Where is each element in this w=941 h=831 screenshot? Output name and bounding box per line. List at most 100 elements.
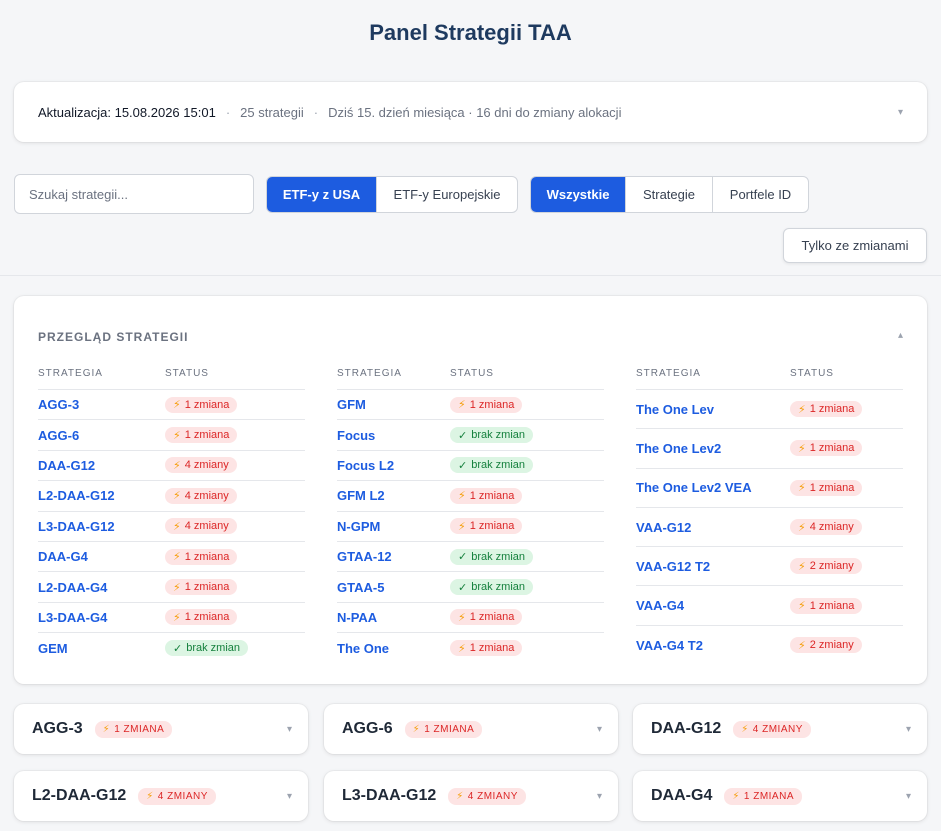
header-strategy: STRATEGIA	[337, 368, 402, 379]
table-row: Focus L2 ✓ brak zmian	[337, 451, 604, 482]
status-text: 1 zmiana	[469, 642, 515, 655]
table-row: The One Lev2 VEA ⚡ 1 zmiana	[636, 469, 903, 508]
lightning-icon: ⚡	[102, 723, 111, 735]
status-text: 1 zmiana	[809, 481, 855, 494]
allocation-day-note: Dziś 15. dzień miesiąca · 16 dni do zmia…	[328, 104, 622, 120]
table-row: L3-DAA-G12 ⚡ 4 zmiany	[38, 512, 305, 542]
status-text: 1 zmiana	[469, 520, 515, 533]
strategy-link[interactable]: L3-DAA-G4	[38, 609, 108, 625]
lightning-icon: ⚡	[458, 642, 466, 655]
status-text: 4 zmiany	[184, 489, 229, 502]
strategy-link[interactable]: DAA-G12	[38, 457, 96, 473]
tab-etf-europe[interactable]: ETF-y Europejskie	[393, 187, 501, 202]
header-strategy: STRATEGIA	[38, 368, 103, 379]
strategy-link[interactable]: GFM L2	[337, 488, 385, 504]
strategy-link[interactable]: Focus	[337, 427, 376, 443]
strategy-link[interactable]: N-PAA	[337, 609, 378, 625]
status-badge: ⚡ 4 zmiany	[165, 457, 237, 474]
strategy-link[interactable]: AGG-6	[38, 427, 80, 443]
tab-strategies[interactable]: Strategie	[626, 177, 713, 212]
lightning-icon: ⚡	[412, 723, 421, 735]
header-status: STATUS	[450, 368, 494, 379]
strategy-link[interactable]: GEM	[38, 640, 68, 656]
status-text: 4 ZMIANY	[157, 790, 208, 802]
strategy-card[interactable]: AGG-3 ⚡ 1 ZMIANA ▾	[14, 704, 308, 754]
update-timestamp: Aktualizacja: 15.08.2026 15:01	[38, 104, 216, 120]
status-text: 1 zmiana	[809, 442, 855, 455]
page-title: Panel Strategii TAA	[369, 20, 572, 45]
status-text: 1 zmiana	[184, 398, 230, 411]
strategy-link[interactable]: Focus L2	[337, 457, 395, 473]
strategy-link[interactable]: VAA-G12 T2	[636, 558, 711, 574]
chevron-down-icon[interactable]: ▾	[286, 723, 292, 735]
tab-all[interactable]: Wszystkie	[531, 177, 626, 212]
status-badge: ⚡ 1 zmiana	[165, 548, 238, 565]
chevron-down-icon[interactable]: ▾	[596, 723, 602, 735]
status-badge: ⚡ 1 zmiana	[450, 487, 523, 504]
strategy-link[interactable]: VAA-G4	[636, 598, 685, 614]
status-badge: ⚡ 1 zmiana	[165, 609, 238, 626]
table-row: AGG-3 ⚡ 1 zmiana	[38, 390, 305, 421]
strategy-card[interactable]: AGG-6 ⚡ 1 ZMIANA ▾	[324, 704, 618, 754]
strategy-link[interactable]: The One	[337, 640, 390, 656]
strategy-link[interactable]: L3-DAA-G12	[38, 518, 115, 534]
strategy-link[interactable]: GFM	[337, 397, 366, 413]
status-text: 1 zmiana	[184, 611, 230, 624]
tab-portfolios-id[interactable]: Portfele ID	[729, 187, 792, 202]
strategy-link[interactable]: The One Lev	[636, 401, 715, 417]
status-badge: ✓ brak zmian	[165, 640, 249, 657]
lightning-icon: ⚡	[798, 403, 806, 416]
strategy-link[interactable]: GTAA-12	[337, 549, 392, 565]
strategy-card[interactable]: DAA-G12 ⚡ 4 ZMIANY ▾	[633, 704, 927, 754]
status-badge: ⚡ 4 ZMIANY	[448, 787, 526, 805]
lightning-icon: ⚡	[173, 611, 181, 624]
strategy-card[interactable]: L2-DAA-G12 ⚡ 4 ZMIANY ▾	[14, 771, 308, 821]
chevron-up-icon[interactable]: ▴	[897, 330, 903, 341]
lightning-icon: ⚡	[146, 790, 154, 802]
status-text: 2 zmiany	[809, 560, 854, 573]
status-badge: ⚡ 1 zmiana	[450, 518, 523, 535]
status-text: 4 zmiany	[184, 520, 229, 533]
strategy-link[interactable]: AGG-3	[38, 397, 80, 413]
strategy-link[interactable]: L2-DAA-G4	[38, 579, 108, 595]
strategy-link[interactable]: L2-DAA-G12	[38, 488, 115, 504]
lightning-icon: ⚡	[173, 429, 181, 442]
table-row: The One Lev ⚡ 1 zmiana	[636, 390, 903, 430]
only-changes-button[interactable]: Tylko ze zmianami	[783, 228, 927, 263]
strategy-card[interactable]: DAA-G4 ⚡ 1 ZMIANA ▾	[633, 771, 927, 821]
check-icon: ✓	[458, 459, 468, 472]
tab-etf-usa[interactable]: ETF-y z USA	[267, 177, 377, 212]
status-badge: ⚡ 1 ZMIANA	[724, 787, 802, 805]
view-toggle: Wszystkie Strategie Portfele ID	[530, 176, 809, 213]
strategy-link[interactable]: VAA-G4 T2	[636, 637, 703, 653]
strategy-card[interactable]: L3-DAA-G12 ⚡ 4 ZMIANY ▾	[324, 771, 618, 821]
status-badge: ⚡ 4 zmiany	[165, 487, 237, 504]
strategy-link[interactable]: The One Lev2 VEA	[636, 480, 752, 496]
table-row: VAA-G12 T2 ⚡ 2 zmiany	[636, 547, 903, 587]
chevron-down-icon[interactable]: ▾	[905, 790, 911, 802]
lightning-icon: ⚡	[173, 399, 181, 412]
lightning-icon: ⚡	[173, 551, 181, 564]
status-text: brak zmian	[471, 581, 526, 594]
status-text: 4 zmiany	[809, 521, 854, 534]
strategy-link[interactable]: N-GPM	[337, 518, 381, 534]
table-row: GEM ✓ brak zmian	[38, 633, 305, 663]
search-input[interactable]	[14, 174, 254, 214]
overview-column: STRATEGIA STATUS AGG-3 ⚡ 1 zmiana AGG-6 ⚡ 1 zmi…	[38, 368, 305, 664]
chevron-down-icon[interactable]: ▾	[905, 723, 911, 735]
lightning-icon: ⚡	[798, 600, 806, 613]
chevron-down-icon[interactable]: ▾	[286, 790, 292, 802]
strategy-link[interactable]: VAA-G12	[636, 519, 692, 535]
table-row: VAA-G4 ⚡ 1 zmiana	[636, 586, 903, 626]
strategy-link[interactable]: DAA-G4	[38, 549, 88, 565]
market-toggle: ETF-y z USA ETF-y Europejskie	[266, 176, 518, 213]
strategy-card-title: DAA-G12	[651, 720, 722, 737]
update-info-bar[interactable]: Aktualizacja: 15.08.2026 15:01 · 25 stra…	[14, 82, 927, 142]
lightning-icon: ⚡	[173, 520, 181, 533]
lightning-icon: ⚡	[798, 560, 806, 573]
chevron-down-icon[interactable]: ▾	[897, 106, 903, 118]
strategy-card-title: AGG-3	[32, 720, 83, 737]
strategy-link[interactable]: GTAA-5	[337, 579, 385, 595]
chevron-down-icon[interactable]: ▾	[596, 790, 602, 802]
strategy-link[interactable]: The One Lev2	[636, 440, 722, 456]
